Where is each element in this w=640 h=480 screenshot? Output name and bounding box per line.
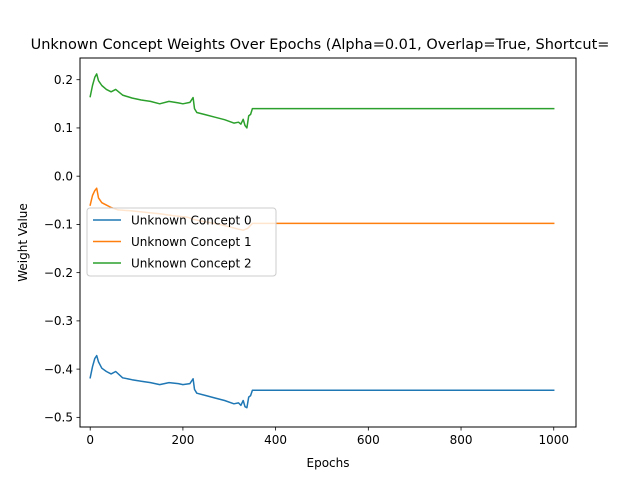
- x-tick-label: 200: [171, 433, 194, 447]
- x-tick-label: 800: [450, 433, 473, 447]
- y-tick-label: −0.2: [44, 266, 73, 280]
- x-tick-label: 600: [357, 433, 380, 447]
- chart-title: Unknown Concept Weights Over Epochs (Alp…: [31, 37, 610, 53]
- legend-label-1: Unknown Concept 1: [131, 235, 252, 249]
- x-tick-label: 400: [264, 433, 287, 447]
- x-axis: 0 200 400 600 800 1000: [86, 427, 569, 447]
- x-axis-label: Epochs: [307, 456, 350, 470]
- y-axis: −0.5 −0.4 −0.3 −0.2 −0.1 0.0 0.1 0.2: [44, 73, 80, 425]
- series-line-2: [89, 73, 555, 129]
- plot-area-frame: [79, 57, 577, 428]
- x-tick-label: 1000: [538, 433, 569, 447]
- y-tick-label: −0.5: [44, 411, 73, 425]
- legend: Unknown Concept 0 Unknown Concept 1 Unknow…: [86, 207, 277, 277]
- y-axis-label: Weight Value: [16, 203, 30, 282]
- y-tick-label: −0.1: [44, 218, 73, 232]
- legend-label-2: Unknown Concept 2: [131, 256, 252, 270]
- series-line-0: [89, 354, 555, 409]
- legend-box: [86, 207, 277, 277]
- y-tick-label: 0.1: [54, 121, 73, 135]
- x-tick-label: 0: [86, 433, 94, 447]
- y-tick-label: −0.3: [44, 314, 73, 328]
- y-tick-label: −0.4: [44, 362, 73, 376]
- y-tick-label: 0.0: [54, 169, 73, 183]
- legend-label-0: Unknown Concept 0: [131, 213, 252, 227]
- y-tick-label: 0.2: [54, 73, 73, 87]
